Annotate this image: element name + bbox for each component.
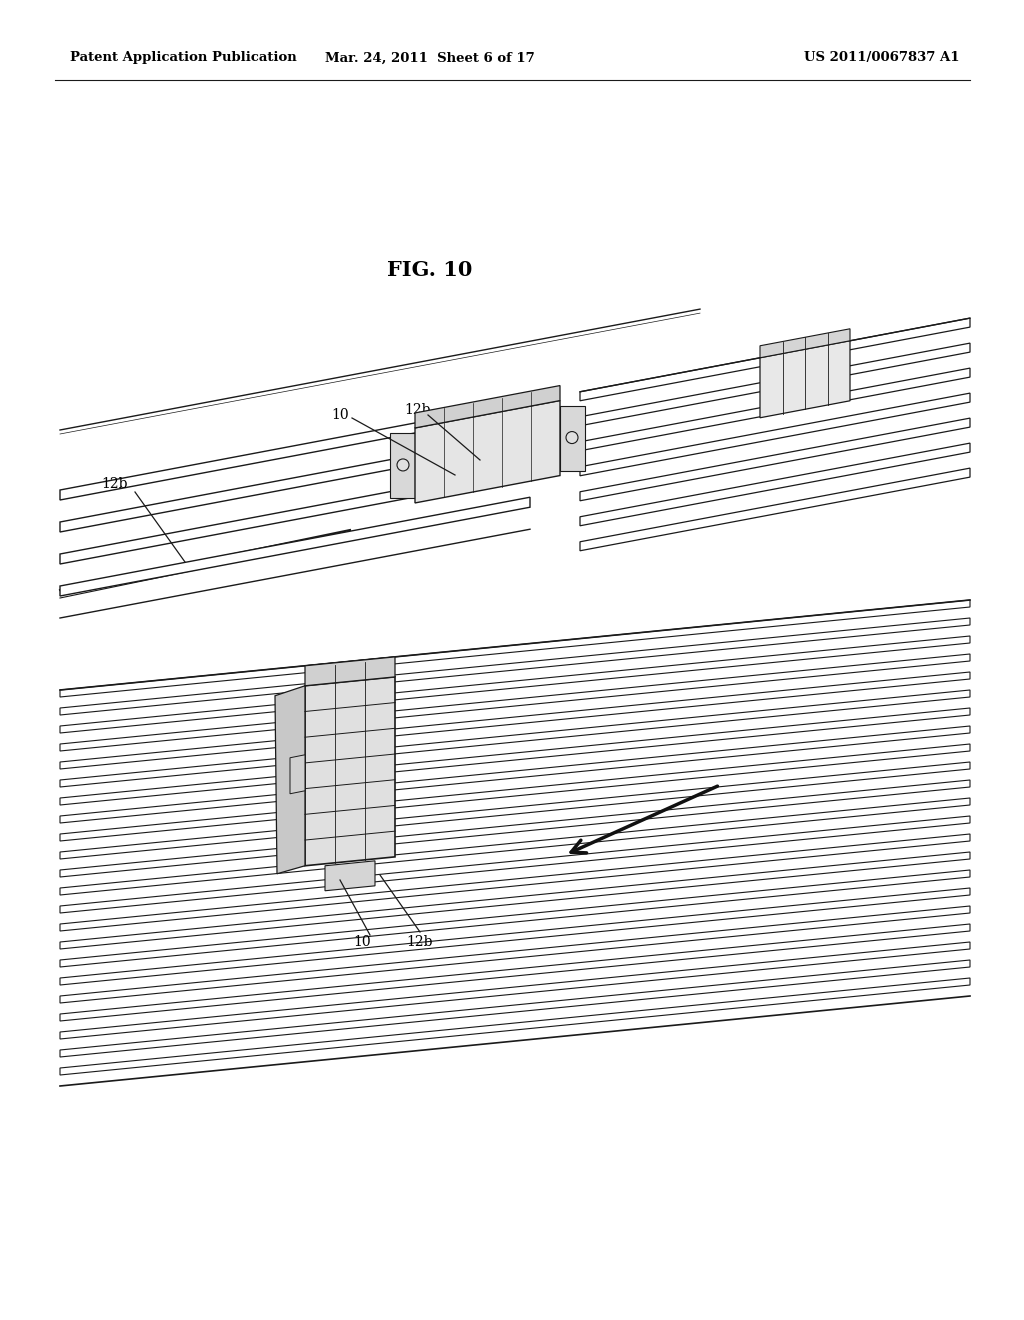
Polygon shape — [60, 942, 970, 1039]
Polygon shape — [60, 401, 530, 500]
Polygon shape — [560, 405, 585, 470]
Polygon shape — [305, 657, 395, 686]
Text: 12b: 12b — [404, 403, 431, 417]
Polygon shape — [60, 433, 530, 532]
Text: 10: 10 — [331, 408, 349, 422]
Text: 12b: 12b — [407, 935, 433, 949]
Circle shape — [566, 432, 578, 444]
Polygon shape — [60, 799, 970, 895]
Text: 12b: 12b — [101, 477, 128, 491]
Polygon shape — [60, 744, 970, 841]
Polygon shape — [60, 834, 970, 931]
Polygon shape — [60, 690, 970, 787]
Polygon shape — [60, 636, 970, 733]
Polygon shape — [760, 329, 850, 358]
Polygon shape — [305, 677, 395, 866]
Polygon shape — [415, 385, 560, 428]
Polygon shape — [60, 888, 970, 985]
Polygon shape — [60, 465, 530, 564]
Polygon shape — [60, 708, 970, 805]
Circle shape — [397, 459, 409, 471]
Polygon shape — [60, 906, 970, 1003]
Polygon shape — [60, 816, 970, 913]
Polygon shape — [60, 960, 970, 1057]
Polygon shape — [60, 924, 970, 1020]
Polygon shape — [580, 343, 970, 426]
Polygon shape — [760, 341, 850, 417]
Text: 10: 10 — [353, 935, 371, 949]
Polygon shape — [580, 418, 970, 500]
Polygon shape — [580, 318, 970, 401]
Polygon shape — [60, 851, 970, 949]
Text: FIG. 10: FIG. 10 — [387, 260, 473, 280]
Polygon shape — [60, 780, 970, 876]
Polygon shape — [60, 601, 970, 697]
Polygon shape — [290, 755, 305, 793]
Polygon shape — [60, 870, 970, 968]
Polygon shape — [415, 400, 560, 503]
Polygon shape — [580, 444, 970, 525]
Polygon shape — [580, 469, 970, 550]
Polygon shape — [580, 393, 970, 475]
Text: Mar. 24, 2011  Sheet 6 of 17: Mar. 24, 2011 Sheet 6 of 17 — [326, 51, 535, 65]
Polygon shape — [60, 762, 970, 859]
Polygon shape — [325, 861, 375, 891]
Polygon shape — [60, 726, 970, 822]
Polygon shape — [580, 368, 970, 450]
Text: Patent Application Publication: Patent Application Publication — [70, 51, 297, 65]
Text: US 2011/0067837 A1: US 2011/0067837 A1 — [805, 51, 961, 65]
Polygon shape — [275, 686, 305, 874]
Polygon shape — [60, 618, 970, 715]
Polygon shape — [60, 978, 970, 1074]
Polygon shape — [60, 672, 970, 770]
Polygon shape — [390, 433, 415, 498]
Polygon shape — [60, 498, 530, 597]
Polygon shape — [60, 653, 970, 751]
